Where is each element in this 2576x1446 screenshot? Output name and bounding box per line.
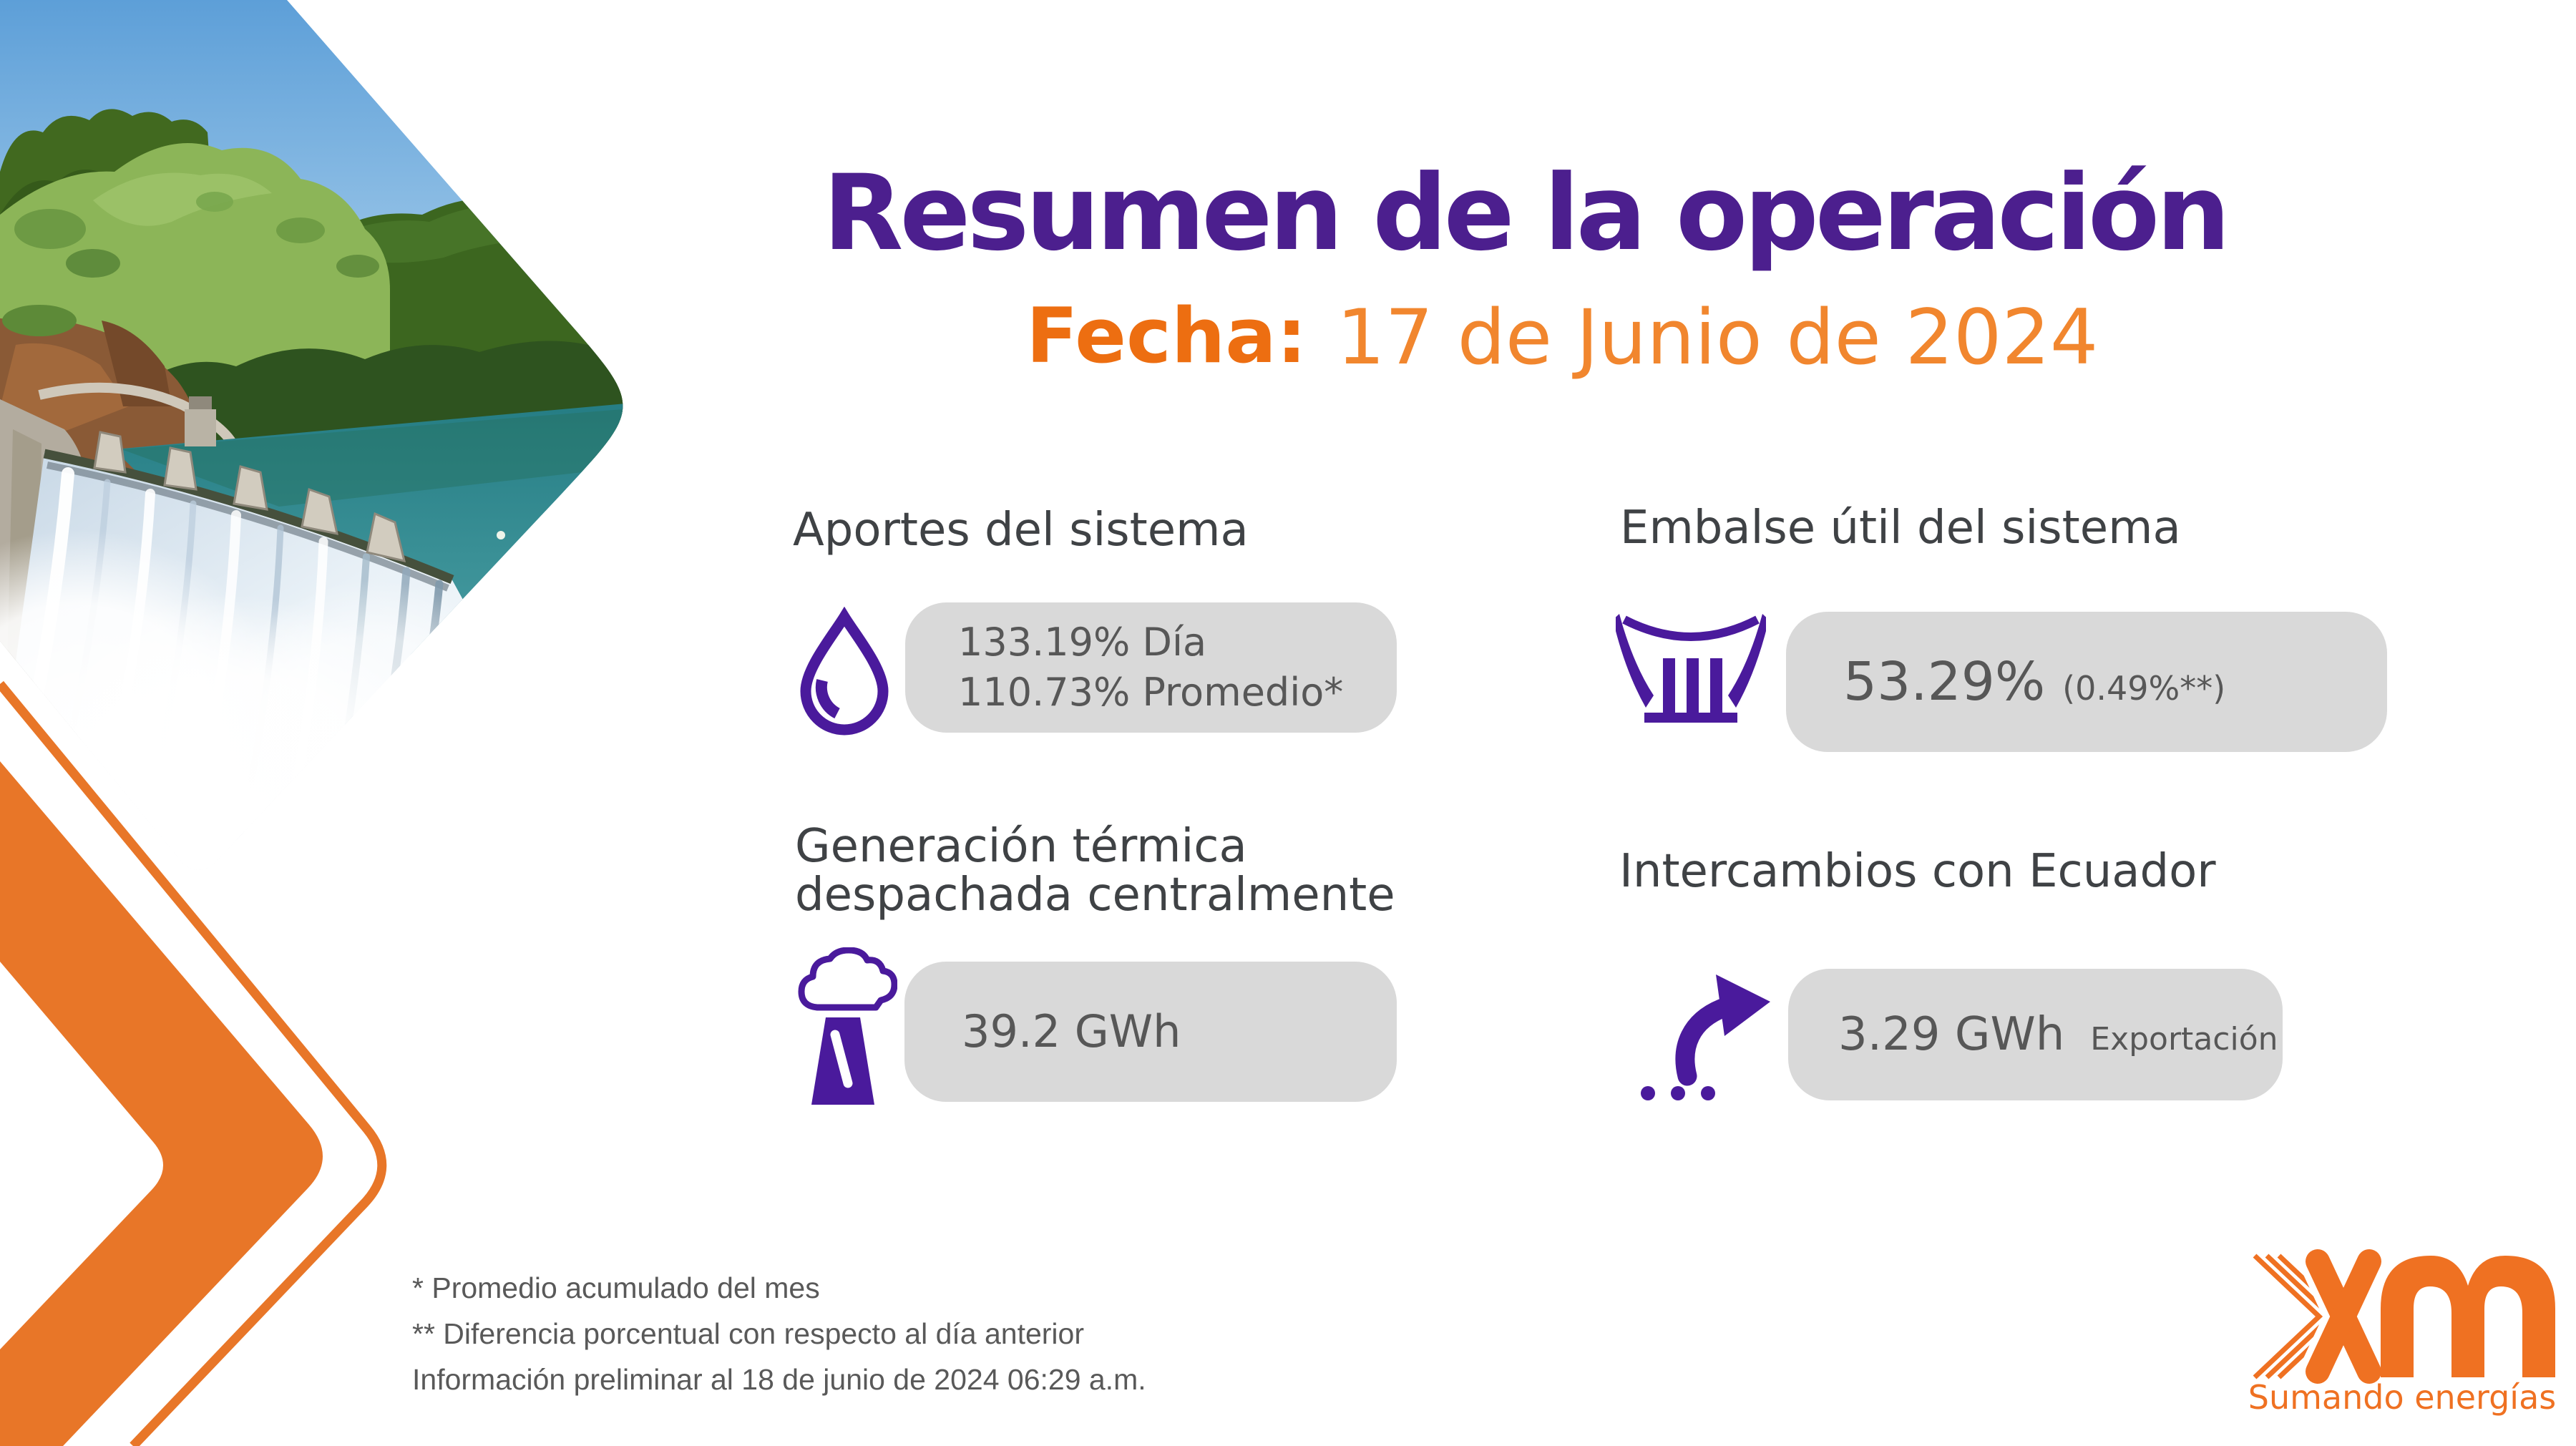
date-label: Fecha: bbox=[1026, 292, 1307, 380]
logo-tagline: Sumando energías bbox=[2248, 1378, 2557, 1417]
water-drop-icon bbox=[800, 607, 889, 736]
aportes-average: 110.73% Promedio* bbox=[958, 670, 1344, 715]
dam-icon bbox=[1616, 614, 1766, 723]
date-value: 17 de Junio de 2024 bbox=[1337, 293, 2099, 381]
heading-embalse: Embalse útil del sistema bbox=[1620, 502, 2181, 555]
ecuador-note: Exportación bbox=[2090, 1021, 2278, 1057]
thin-chevron bbox=[0, 680, 387, 1446]
heading-aportes: Aportes del sistema bbox=[793, 504, 1249, 557]
embalse-value: 53.29% bbox=[1843, 651, 2046, 713]
aportes-day: 133.19% Día bbox=[958, 620, 1207, 665]
export-arrow-icon bbox=[1641, 974, 1770, 1100]
termica-value: 39.2 GWh bbox=[962, 1005, 1181, 1057]
pill-aportes: 133.19% Día 110.73% Promedio* bbox=[905, 602, 1397, 733]
embalse-note: (0.49%**) bbox=[2062, 669, 2226, 708]
pill-ecuador: 3.29 GWh Exportación bbox=[1788, 969, 2283, 1100]
pill-embalse: 53.29% (0.49%**) bbox=[1786, 612, 2387, 752]
filled-chevron bbox=[0, 761, 323, 1446]
footnote-1: * Promedio acumulado del mes bbox=[412, 1271, 820, 1304]
heading-termica: Generación térmica despachada centralmen… bbox=[795, 820, 1395, 922]
ecuador-value: 3.29 GWh bbox=[1838, 1008, 2065, 1061]
footnote-3: Información preliminar al 18 de junio de… bbox=[412, 1363, 1146, 1396]
footnote-2: ** Diferencia porcentual con respecto al… bbox=[412, 1317, 1084, 1350]
thermal-plant-icon bbox=[798, 947, 897, 1105]
xm-logo bbox=[2253, 1243, 2555, 1384]
footnotes: * Promedio acumulado del mes ** Diferenc… bbox=[412, 1265, 1146, 1402]
heading-ecuador: Intercambios con Ecuador bbox=[1619, 845, 2216, 898]
page-title: Resumen de la operación bbox=[823, 152, 2230, 274]
pill-termica: 39.2 GWh bbox=[904, 962, 1397, 1102]
